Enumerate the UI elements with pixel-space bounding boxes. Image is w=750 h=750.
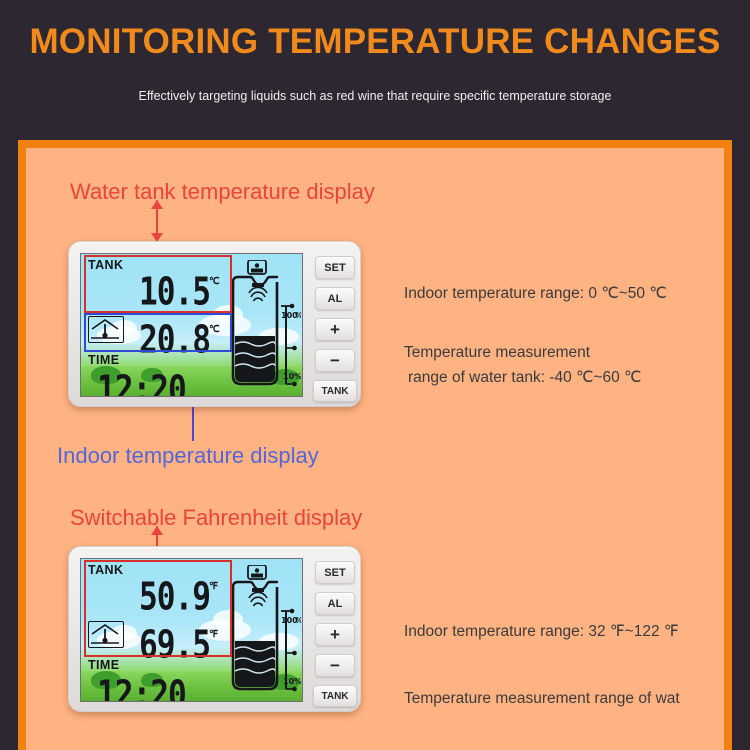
bush-icon <box>91 366 121 384</box>
indoor-temperature-value: 69.5 <box>139 623 211 668</box>
page-header: MONITORING TEMPERATURE CHANGES Effective… <box>0 0 750 128</box>
tank-unit: ℉ <box>209 581 219 592</box>
svg-text:%: % <box>295 311 301 320</box>
cloud-icon <box>213 305 243 325</box>
content-panel: Water tank temperature display Indoor te… <box>26 148 724 750</box>
indoor-unit: ℃ <box>209 324 220 335</box>
bush-icon <box>141 673 163 687</box>
lcd-screen: TANK 50.9 ℉ 69.5 ℉ TIME 12:20 <box>80 558 303 702</box>
svg-text:100: 100 <box>281 311 298 320</box>
spec-celsius-tank-line2: range of water tank: -40 ℃~60 ℃ <box>408 369 642 386</box>
thermometer-device-celsius: TANK 10.5 ℃ 20.8 ℃ TIME 12:20 <box>68 241 361 407</box>
indoor-temperature-value: 20.8 <box>139 318 211 363</box>
page-title: MONITORING TEMPERATURE CHANGES <box>29 22 721 61</box>
svg-text:%: % <box>294 677 301 686</box>
spec-fahrenheit-indoor-range: Indoor temperature range: 32 ℉~122 ℉ <box>404 623 679 640</box>
tank-temperature-value: 50.9 <box>139 575 211 620</box>
plus-button[interactable]: + <box>315 623 355 646</box>
set-button[interactable]: SET <box>315 256 355 279</box>
annotation-fahrenheit-display: Switchable Fahrenheit display <box>70 505 363 530</box>
tank-label: TANK <box>88 563 124 577</box>
tank-unit: ℃ <box>209 276 220 287</box>
svg-text:%: % <box>294 372 301 381</box>
svg-text:10: 10 <box>283 677 295 686</box>
cloud-icon <box>111 625 137 641</box>
page-subtitle: Effectively targeting liquids such as re… <box>138 89 612 103</box>
spec-celsius-tank-line1: Temperature measurement <box>404 344 591 361</box>
minus-button[interactable]: − <box>315 654 355 677</box>
tank-label: TANK <box>88 258 124 272</box>
time-label: TIME <box>88 658 120 672</box>
bush-icon <box>91 671 121 689</box>
svg-text:%: % <box>295 616 301 625</box>
set-button[interactable]: SET <box>315 561 355 584</box>
bush-icon <box>141 368 163 382</box>
time-value: 12:20 <box>97 368 187 397</box>
svg-text:10: 10 <box>283 372 295 381</box>
time-label: TIME <box>88 353 120 367</box>
spec-fahrenheit-tank-range: Temperature measurement range of wat <box>404 690 680 707</box>
spec-celsius-indoor-range: Indoor temperature range: 0 ℃~50 ℃ <box>404 285 667 302</box>
tank-temperature-value: 10.5 <box>139 270 211 315</box>
al-button[interactable]: AL <box>315 287 355 310</box>
time-value: 12:20 <box>97 673 187 702</box>
annotation-water-tank-display: Water tank temperature display <box>70 179 375 204</box>
indoor-unit: ℉ <box>209 629 219 640</box>
house-thermometer-icon <box>88 316 124 343</box>
lcd-screen: TANK 10.5 ℃ 20.8 ℃ TIME 12:20 <box>80 253 303 397</box>
tank-button[interactable]: TANK <box>313 685 357 707</box>
highlight-box-fahrenheit-readouts <box>84 560 232 657</box>
highlight-box-indoor-temperature <box>84 313 232 352</box>
plus-button[interactable]: + <box>315 318 355 341</box>
arrow-water-tank-pointer <box>150 200 164 242</box>
water-tank-graphic: 100 % 10 % <box>231 564 302 697</box>
highlight-box-tank-temperature <box>84 255 232 313</box>
minus-button[interactable]: − <box>315 349 355 372</box>
water-tank-graphic: 100 % 10 % <box>231 259 302 392</box>
house-thermometer-icon <box>88 621 124 648</box>
al-button[interactable]: AL <box>315 592 355 615</box>
grass-graphic <box>81 671 302 701</box>
thermometer-device-fahrenheit: TANK 50.9 ℉ 69.5 ℉ TIME 12:20 <box>68 546 361 712</box>
svg-text:100: 100 <box>281 616 298 625</box>
cloud-icon <box>111 320 137 336</box>
annotation-indoor-display: Indoor temperature display <box>57 443 319 468</box>
content-frame: Water tank temperature display Indoor te… <box>18 140 732 750</box>
cloud-icon <box>213 610 243 630</box>
tank-button[interactable]: TANK <box>313 380 357 402</box>
